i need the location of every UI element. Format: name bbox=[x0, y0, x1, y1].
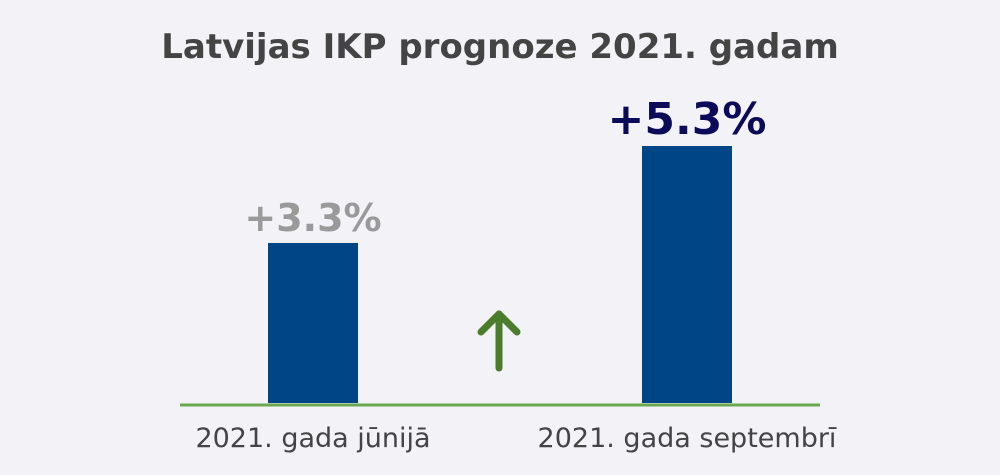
bar-1 bbox=[268, 242, 358, 403]
bars-group bbox=[268, 146, 732, 403]
data-labels-group: +3.3% +5.3% bbox=[244, 94, 766, 240]
data-label-2: +5.3% bbox=[608, 94, 767, 145]
category-label-2: 2021. gada septembrī bbox=[538, 423, 837, 454]
data-label-1: +3.3% bbox=[244, 196, 381, 240]
chart-title: Latvijas IKP prognoze 2021. gadam bbox=[161, 27, 839, 67]
category-label-1: 2021. gada jūnijā bbox=[195, 423, 430, 454]
bar-2 bbox=[642, 146, 732, 403]
category-labels-group: 2021. gada jūnijā 2021. gada septembrī bbox=[195, 423, 836, 454]
up-arrow-icon bbox=[477, 310, 521, 372]
